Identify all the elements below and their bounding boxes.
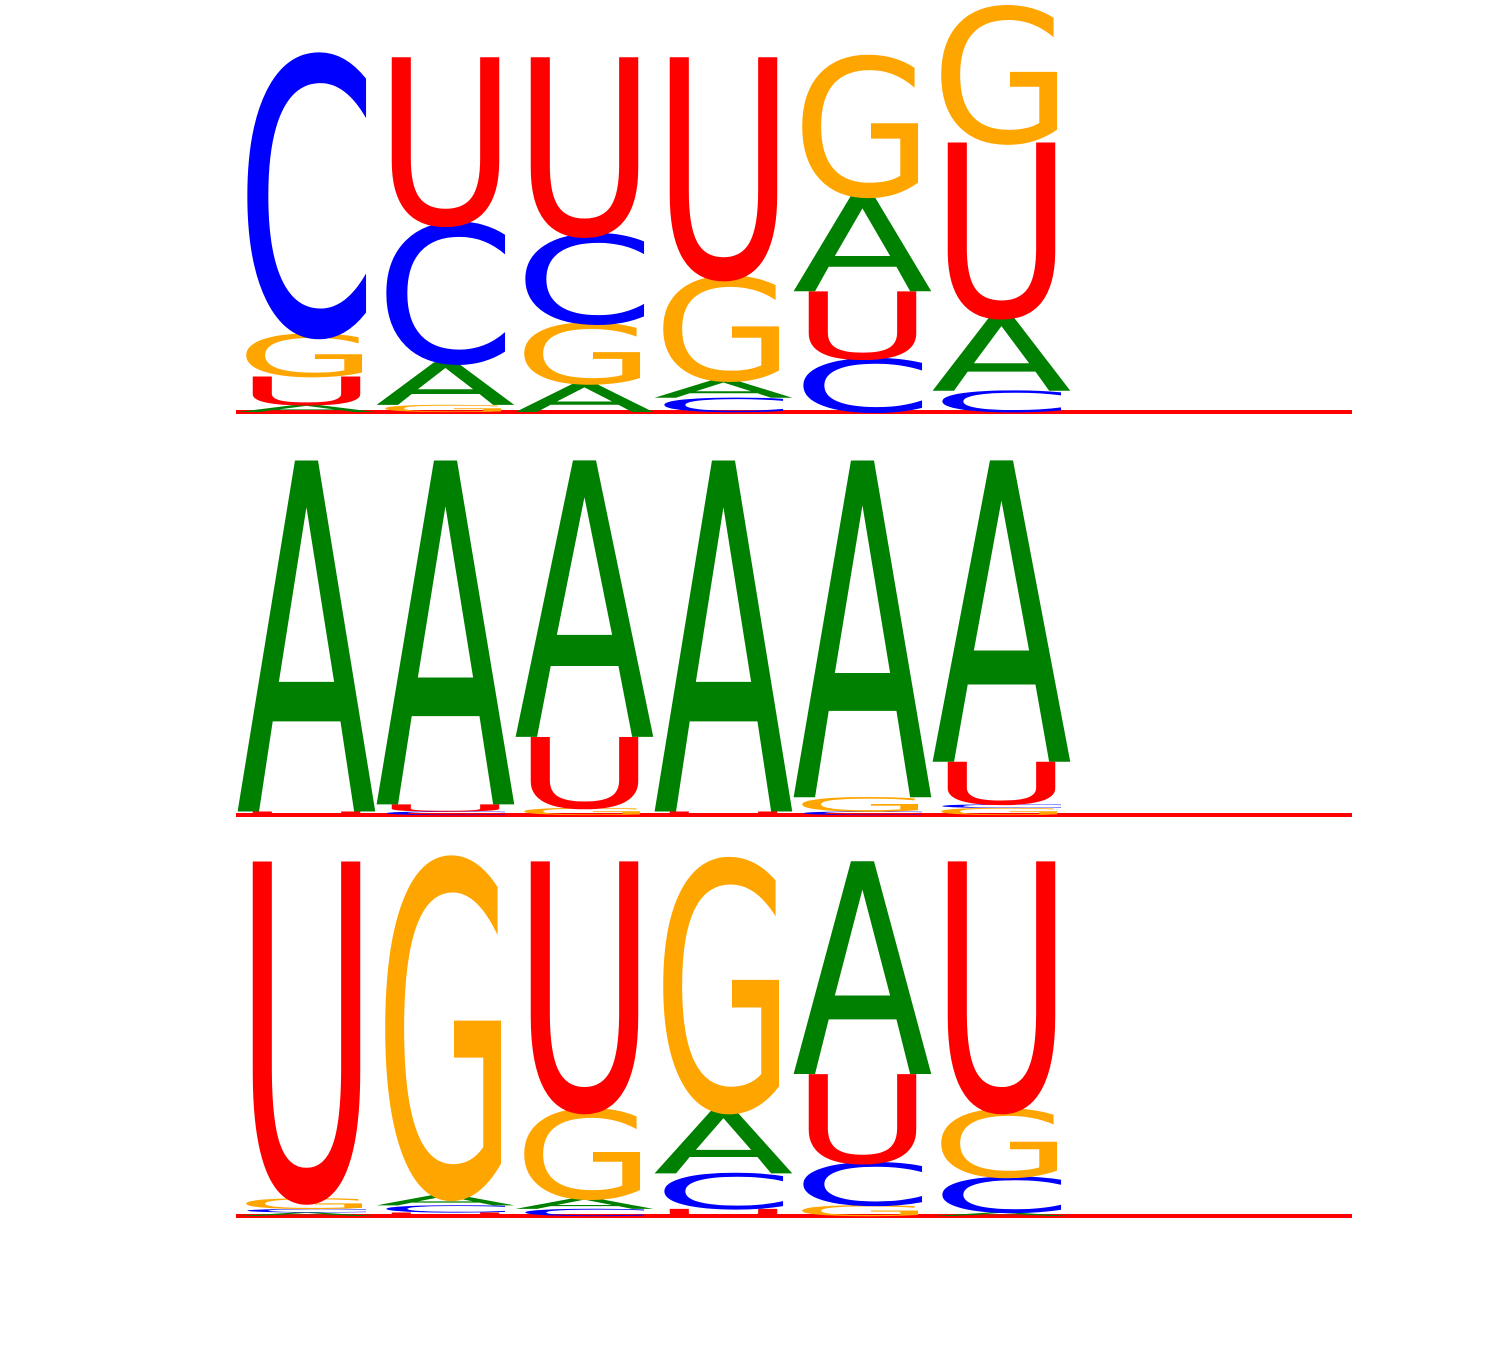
logo-letter-c: C bbox=[792, 1152, 933, 1220]
logo-letter-a: A bbox=[375, 366, 517, 915]
logo-letter-c: C bbox=[375, 1203, 516, 1214]
logo-letter-g: G bbox=[792, 793, 933, 816]
logo-position-4: UA bbox=[653, 366, 795, 926]
logo-letter-u: U bbox=[931, 794, 1072, 1190]
logo-letter-a: A bbox=[792, 370, 934, 907]
logo-letter-a: A bbox=[236, 366, 378, 926]
logo-letter-a: A bbox=[375, 1192, 516, 1209]
logo-letter-g: G bbox=[931, 806, 1072, 817]
logo-letter-c: C bbox=[514, 211, 655, 353]
logo-letter-a: A bbox=[792, 804, 933, 1144]
logo-letter-g: G bbox=[236, 323, 377, 391]
logo-letter-a: A bbox=[931, 1212, 1072, 1218]
logo-letter-u: U bbox=[514, 794, 655, 1190]
logo-letter-a: A bbox=[514, 385, 656, 826]
logo-letter-c: C bbox=[375, 187, 516, 408]
logo-letter-u: U bbox=[653, 811, 794, 817]
logo-letter-u: U bbox=[514, 8, 655, 292]
logo-letter-g: G bbox=[931, 1092, 1072, 1200]
logo-letter-u: U bbox=[375, 1212, 516, 1218]
logo-letter-c: C bbox=[792, 344, 933, 429]
logo-position-2: CUA bbox=[375, 366, 517, 915]
logo-letter-c: C bbox=[514, 1207, 655, 1218]
logo-letter-a: A bbox=[653, 375, 794, 403]
logo-position-5: CGA bbox=[792, 370, 934, 907]
logo-letter-u: U bbox=[514, 717, 655, 830]
logo-letter-a: A bbox=[653, 366, 795, 926]
logo-letter-u: U bbox=[792, 1050, 933, 1191]
logo-letter-g: G bbox=[653, 795, 794, 1190]
logo-letter-g: G bbox=[514, 806, 655, 817]
logo-letter-a: A bbox=[236, 1212, 377, 1218]
logo-letter-g: G bbox=[792, 1203, 933, 1220]
logo-letter-u: U bbox=[236, 369, 377, 414]
logo-letter-u: U bbox=[653, 0, 794, 349]
logo-letter-g: G bbox=[653, 250, 794, 414]
logo-letter-a: A bbox=[931, 380, 1073, 861]
logo-position-1: UA bbox=[236, 366, 378, 926]
logo-letter-a: A bbox=[653, 1093, 794, 1195]
logo-letter-c: C bbox=[931, 385, 1072, 419]
logo-letter-a: A bbox=[931, 297, 1072, 416]
logo-letter-u: U bbox=[375, 12, 516, 278]
logo-letter-u: U bbox=[375, 802, 516, 813]
logo-letter-c: C bbox=[375, 810, 516, 816]
logo-letter-a: A bbox=[792, 170, 933, 323]
logo-letter-u: U bbox=[236, 811, 377, 817]
logo-letter-c: C bbox=[236, 1208, 377, 1214]
logo-letter-u: U bbox=[653, 1207, 794, 1218]
logo-letter-a: A bbox=[375, 351, 516, 419]
logo-letter-a: A bbox=[236, 403, 377, 414]
logo-letter-c: C bbox=[931, 1167, 1072, 1224]
logo-letter-a: A bbox=[514, 376, 655, 421]
logo-letter-u: U bbox=[792, 273, 933, 381]
logo-letter-c: C bbox=[653, 394, 794, 417]
logo-letter-c: C bbox=[236, 0, 377, 424]
logo-letter-g: G bbox=[236, 1195, 377, 1212]
logo-letter-c: C bbox=[792, 810, 933, 816]
logo-letter-g: G bbox=[792, 20, 933, 240]
logo-letter-g: G bbox=[514, 1086, 655, 1227]
logo-position-1: ACG U bbox=[236, 770, 377, 1308]
logo-position-3: GUA bbox=[514, 385, 656, 831]
logo-letter-g: G bbox=[375, 772, 516, 1304]
logo-letter-g: G bbox=[931, 0, 1072, 187]
logo-letter-a: A bbox=[514, 1195, 655, 1212]
logo-letter-c: C bbox=[653, 1164, 794, 1221]
logo-letter-u: U bbox=[236, 770, 377, 1308]
logo-letter-c: C bbox=[931, 803, 1072, 809]
logo-letter-u: U bbox=[931, 96, 1072, 373]
logo-letter-u: U bbox=[931, 750, 1072, 818]
logo-letter-g: G bbox=[514, 308, 655, 404]
logo-letter-g: G bbox=[375, 403, 516, 414]
